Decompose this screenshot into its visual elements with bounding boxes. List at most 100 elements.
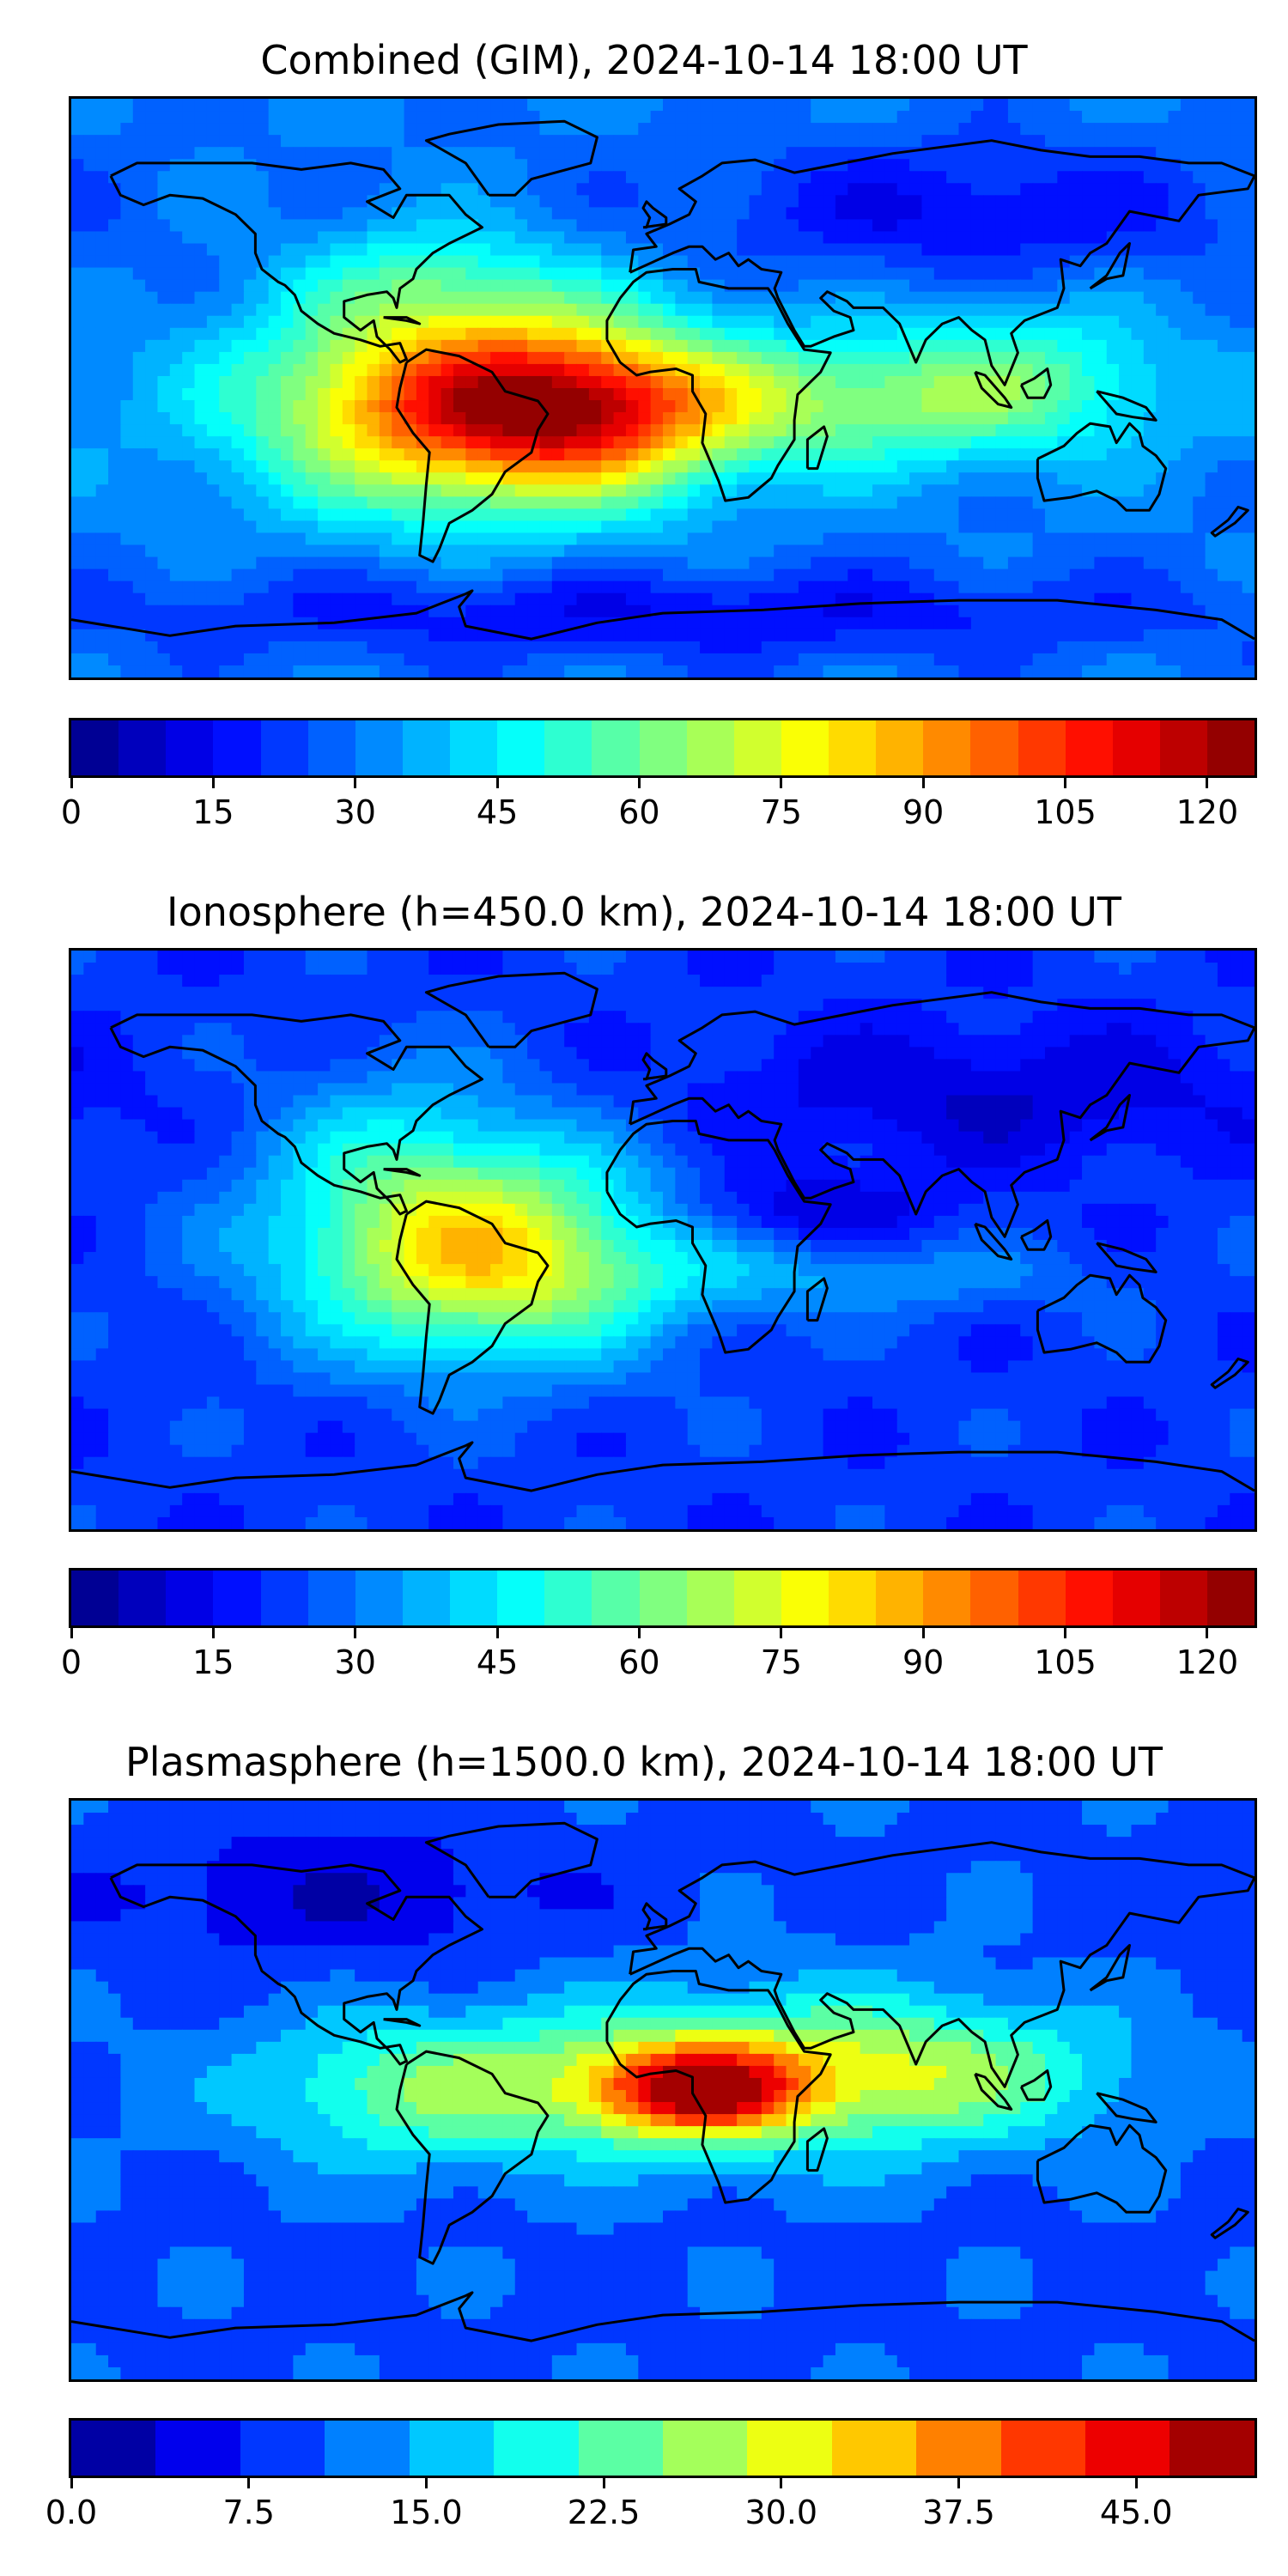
tec-cell: [909, 207, 923, 221]
tec-cell: [428, 315, 442, 329]
tec-cell: [700, 580, 714, 594]
tec-cell: [1143, 171, 1157, 184]
tec-cell: [1242, 351, 1255, 365]
colorbar-segment: [402, 720, 450, 775]
tec-cell: [1205, 544, 1218, 558]
tec-cell: [551, 195, 565, 208]
tec-cell: [219, 111, 233, 124]
tec-cell: [169, 424, 183, 437]
tec-cell: [872, 556, 885, 570]
tec-cell: [355, 556, 368, 570]
tec-cell: [823, 267, 836, 281]
tec-cell: [293, 568, 307, 582]
tec-cell: [1156, 315, 1170, 329]
tec-cell: [872, 400, 885, 413]
tec-cell: [1020, 303, 1034, 317]
tec-cell: [576, 231, 590, 245]
tec-cell: [428, 508, 442, 522]
tec-cell: [108, 448, 122, 461]
tec-cell: [1069, 400, 1083, 413]
tec-cell: [1242, 291, 1255, 305]
tec-cell: [256, 291, 270, 305]
tec-cell: [108, 508, 122, 522]
tec-cell: [219, 327, 233, 341]
tec-cell: [625, 183, 639, 196]
tec-cell: [71, 219, 84, 233]
tec-cell: [194, 665, 208, 677]
tec-cell: [823, 605, 836, 618]
tec-cell: [256, 412, 270, 425]
tec-cell: [983, 544, 997, 558]
tec-cell: [724, 544, 738, 558]
tec-cell: [1193, 424, 1206, 437]
tec-cell: [749, 291, 762, 305]
tec-cell: [1106, 351, 1120, 365]
tec-cell: [724, 951, 738, 963]
tec-cell: [182, 327, 196, 341]
tec-cell: [737, 653, 750, 666]
tec-cell: [1094, 255, 1108, 269]
tec-cell: [281, 111, 294, 124]
tec-cell: [1032, 99, 1046, 112]
tec-cell: [675, 111, 689, 124]
tec-cell: [970, 568, 984, 582]
tec-cell: [243, 351, 257, 365]
tec-cell: [95, 532, 109, 546]
tec-cell: [1007, 303, 1021, 317]
tec-cell: [958, 544, 972, 558]
tec-cell: [293, 267, 307, 281]
tec-cell: [355, 231, 368, 245]
tec-cell: [355, 951, 368, 963]
tec-cell: [872, 243, 885, 257]
tec-cell: [256, 963, 270, 975]
tec-cell: [416, 291, 429, 305]
tec-cell: [243, 231, 257, 245]
tec-cell: [811, 123, 824, 136]
tec-cell: [737, 327, 750, 341]
tec-cell: [896, 568, 910, 582]
tec-cell: [318, 388, 331, 401]
tec-cell: [243, 400, 257, 413]
tec-cell: [231, 243, 245, 257]
tec-cell: [502, 255, 516, 269]
tec-cell: [1156, 219, 1170, 233]
tec-cell: [404, 617, 417, 630]
tec-cell: [1082, 388, 1095, 401]
tec-cell: [281, 339, 294, 353]
tec-cell: [786, 147, 799, 160]
coastline: [71, 589, 1255, 641]
tec-cell: [416, 99, 429, 112]
tec-cell: [1119, 472, 1133, 485]
tec-cell: [330, 460, 343, 473]
colorbar-segment: [213, 720, 261, 775]
tec-cell: [318, 255, 331, 269]
tec-cell: [1057, 424, 1071, 437]
tec-cell: [737, 460, 750, 473]
tec-cell: [157, 484, 171, 497]
tec-cell: [1044, 231, 1058, 245]
tec-cell: [502, 99, 516, 112]
tec-cell: [983, 159, 997, 172]
tec-cell: [465, 987, 479, 999]
tec-cell: [724, 195, 738, 208]
tec-cell: [663, 484, 676, 497]
tec-cell: [355, 641, 368, 654]
tec-cell: [737, 472, 750, 485]
tec-cell: [440, 207, 454, 221]
tec-cell: [206, 255, 220, 269]
tec-cell: [823, 580, 836, 594]
tec-cell: [539, 472, 553, 485]
tec-cell: [169, 484, 183, 497]
tec-cell: [502, 123, 516, 136]
tec-cell: [1069, 424, 1083, 437]
tec-cell: [465, 375, 479, 389]
tec-cell: [243, 568, 257, 582]
tec-cell: [1044, 135, 1058, 148]
tec-cell: [514, 351, 528, 365]
tec-cell: [588, 99, 602, 112]
tec-cell: [330, 243, 343, 257]
tec-cell: [848, 472, 861, 485]
colorbar-segment: [686, 720, 734, 775]
tec-cell: [108, 195, 122, 208]
tec-cell: [724, 219, 738, 233]
